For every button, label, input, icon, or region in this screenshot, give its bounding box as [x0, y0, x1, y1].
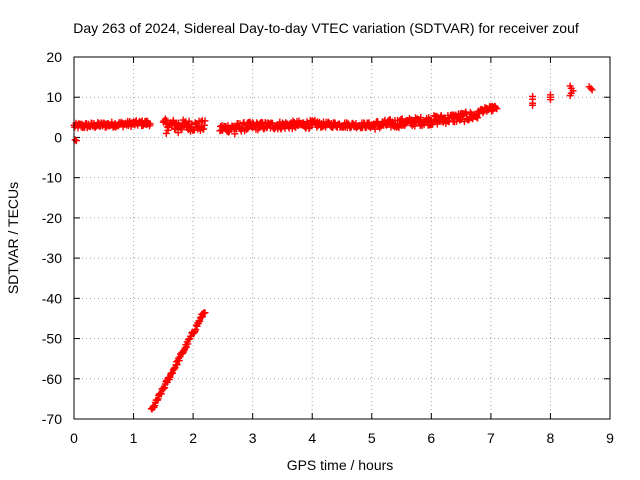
plot-frame — [73, 56, 611, 420]
data-point — [174, 129, 182, 137]
x-tick-label: 8 — [547, 430, 555, 446]
data-point — [587, 84, 595, 92]
data-point — [197, 118, 205, 126]
y-tick-label: 10 — [46, 89, 62, 105]
x-tick-label: 2 — [189, 430, 197, 446]
chart-title: Day 263 of 2024, Sidereal Day-to-day VTE… — [73, 20, 579, 36]
data-point — [146, 120, 154, 128]
x-tick-label: 5 — [368, 430, 376, 446]
x-axis-label: GPS time / hours — [287, 457, 394, 473]
data-point — [546, 96, 554, 104]
data-points — [70, 82, 596, 413]
y-tick-label: 0 — [54, 129, 62, 145]
y-tick-label: -20 — [42, 210, 62, 226]
data-point — [588, 86, 596, 94]
x-tick-label: 1 — [130, 430, 138, 446]
data-point — [201, 309, 209, 317]
data-point — [529, 101, 537, 109]
data-point — [162, 129, 170, 137]
x-tick-label: 6 — [427, 430, 435, 446]
y-axis-label: SDTVAR / TECUs — [5, 182, 21, 294]
y-tick-label: -70 — [42, 411, 62, 427]
data-point — [71, 136, 79, 144]
data-point — [243, 126, 251, 134]
y-axis-tick-labels: 20 10 0 -10 -20 -30 -40 -50 -60 -70 — [42, 49, 62, 427]
x-axis-tick-labels: 0 1 2 3 4 5 6 7 8 9 — [70, 430, 614, 446]
y-tick-label: -40 — [42, 290, 62, 306]
data-point — [456, 116, 464, 124]
y-tick-label: 20 — [46, 49, 62, 65]
x-tick-label: 7 — [487, 430, 495, 446]
x-tick-label: 3 — [249, 430, 257, 446]
x-tick-label: 4 — [308, 430, 316, 446]
y-tick-label: -60 — [42, 371, 62, 387]
y-tick-label: -50 — [42, 331, 62, 347]
axis-ticks — [73, 56, 611, 420]
x-tick-label: 0 — [70, 430, 78, 446]
grid-lines — [74, 57, 610, 419]
data-point — [201, 117, 209, 125]
data-point — [474, 114, 482, 122]
data-point — [231, 130, 239, 138]
y-tick-label: -30 — [42, 250, 62, 266]
data-point — [493, 105, 501, 113]
data-point — [417, 114, 425, 122]
data-point — [566, 92, 574, 100]
x-tick-label: 9 — [606, 430, 614, 446]
data-point — [308, 121, 316, 129]
y-tick-label: -10 — [42, 170, 62, 186]
